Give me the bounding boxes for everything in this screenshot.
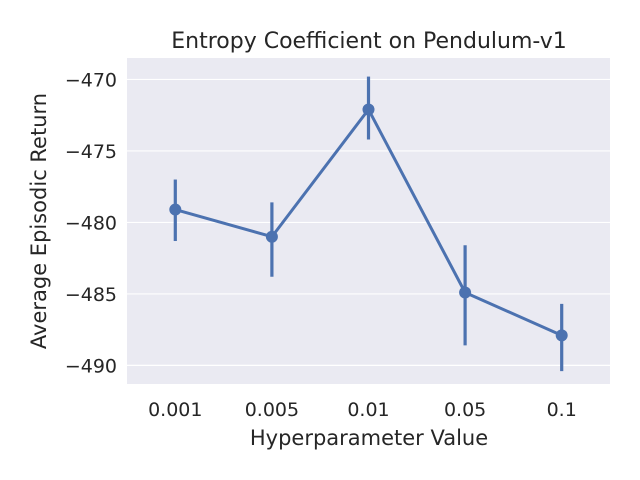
x-tick-label: 0.01: [347, 399, 389, 421]
data-point: [169, 203, 182, 216]
y-axis-label: Average Episodic Return: [27, 93, 51, 349]
gridlines: [127, 78, 610, 367]
y-tick-label: −475: [65, 141, 117, 163]
x-tick-label: 0.005: [245, 399, 299, 421]
chart-title: Entropy Coefficient on Pendulum-v1: [171, 29, 567, 54]
x-tick-label: 0.1: [547, 399, 577, 421]
x-axis-label: Hyperparameter Value: [250, 426, 488, 450]
data-point: [265, 230, 278, 243]
data-points: [169, 103, 568, 342]
y-tick-label: −490: [65, 355, 117, 377]
data-point: [459, 286, 472, 299]
y-tick-labels: −470 −475 −480 −485 −490: [65, 69, 117, 377]
x-tick-labels: 0.001 0.005 0.01 0.05 0.1: [148, 399, 577, 421]
y-tick-label: −470: [65, 69, 117, 91]
data-point: [362, 103, 375, 116]
y-tick-label: −485: [65, 284, 117, 306]
x-tick-label: 0.05: [444, 399, 486, 421]
x-tick-label: 0.001: [148, 399, 202, 421]
data-point: [555, 329, 568, 342]
y-tick-label: −480: [65, 212, 117, 234]
